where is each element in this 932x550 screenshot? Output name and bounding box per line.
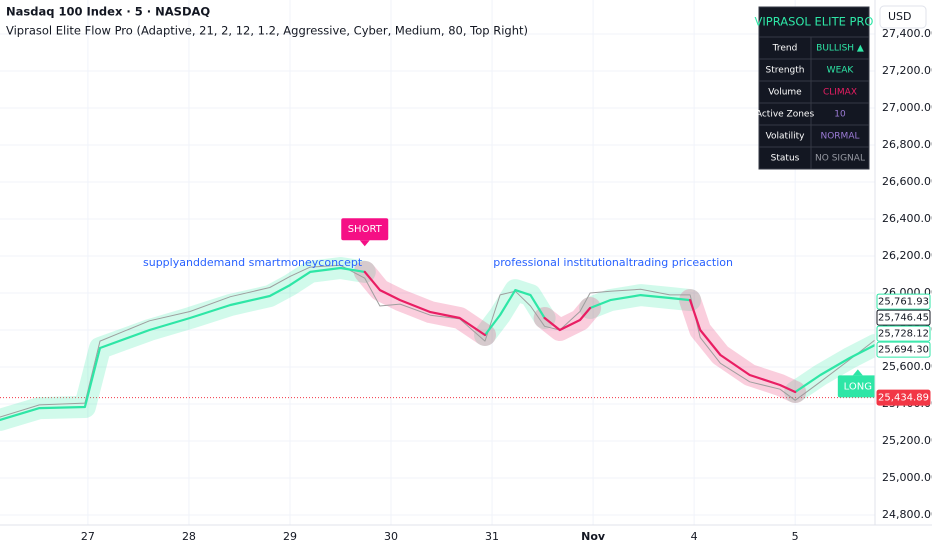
x-tick-label: 28 [182, 530, 196, 543]
dashboard-title: VIPRASOL ELITE PRO [755, 15, 874, 29]
annotation: supplyanddemand smartmoneyconcept [143, 256, 363, 269]
price-label: 25,694.30 [878, 345, 929, 356]
row-value: NO SIGNAL [815, 154, 865, 164]
indicator-title: Viprasol Elite Flow Pro (Adaptive, 21, 2… [6, 24, 528, 38]
trend-line [363, 270, 487, 337]
price-label-box [876, 341, 931, 358]
row-label: Active Zones [756, 110, 815, 120]
price-label-box [876, 309, 931, 326]
row-value: CLIMAX [823, 88, 857, 98]
trend-line [543, 306, 592, 332]
time-axis [0, 525, 932, 550]
signal-arrow [359, 240, 370, 247]
currency-button[interactable] [879, 5, 927, 29]
price-axis [875, 0, 932, 550]
row-value: BULLISH ▲ [816, 44, 864, 54]
price-label-box [876, 389, 931, 406]
x-tick-label: 31 [485, 530, 499, 543]
y-tick-label: 27,400.00 [882, 27, 932, 40]
currency[interactable]: USD [888, 10, 912, 23]
row-label: Volatility [766, 132, 806, 142]
row-value: WEAK [827, 66, 855, 76]
y-tick-label: 26,800.00 [882, 138, 932, 151]
signal-label: LONG [844, 381, 872, 392]
row-value: NORMAL [820, 132, 859, 142]
x-tick-label: 4 [691, 530, 698, 543]
symbol-title: Nasdaq 100 Index · 5 · NASDAQ [6, 5, 210, 19]
x-tick-label: 29 [283, 530, 297, 543]
price-label: 25,728.12 [878, 329, 929, 340]
price-label: 25,746.45 [878, 313, 929, 324]
signal-label: SHORT [348, 224, 383, 235]
signal-arrow [852, 369, 863, 376]
y-tick-label: 27,200.00 [882, 64, 932, 77]
signal-box [341, 218, 389, 241]
y-tick-label: 27,000.00 [882, 101, 932, 114]
y-tick-label: 25,000.00 [882, 471, 932, 484]
row-label: Status [771, 154, 800, 164]
trend-line [689, 299, 797, 394]
y-tick-label: 24,800.00 [882, 508, 932, 521]
trend-line [794, 343, 877, 394]
y-tick-label: 26,600.00 [882, 175, 932, 188]
row-label: Volume [768, 88, 802, 98]
x-tick-label: Nov [581, 530, 606, 543]
x-tick-label: 30 [384, 530, 398, 543]
signal-box [837, 375, 878, 398]
row-label: Trend [772, 44, 798, 54]
trend-line [483, 289, 546, 337]
y-tick-label: 25,600.00 [882, 360, 932, 373]
trend-line [589, 294, 692, 310]
price-label: 25,434.89 [878, 393, 929, 404]
x-tick-label: 27 [81, 530, 95, 543]
y-tick-label: 26,400.00 [882, 212, 932, 225]
trend-line [0, 266, 366, 421]
row-label: Strength [766, 66, 805, 76]
price-label: 25,761.93 [878, 297, 929, 308]
price-line [0, 264, 876, 418]
price-label-box [876, 293, 931, 310]
row-value: 10 [834, 110, 846, 120]
dashboard-bg [758, 6, 870, 170]
y-tick-label: 25,200.00 [882, 434, 932, 447]
price-label-box [876, 325, 931, 342]
annotation: professional institutionaltrading pricea… [493, 256, 733, 269]
y-tick-label: 26,200.00 [882, 249, 932, 262]
x-tick-label: 5 [792, 530, 799, 543]
